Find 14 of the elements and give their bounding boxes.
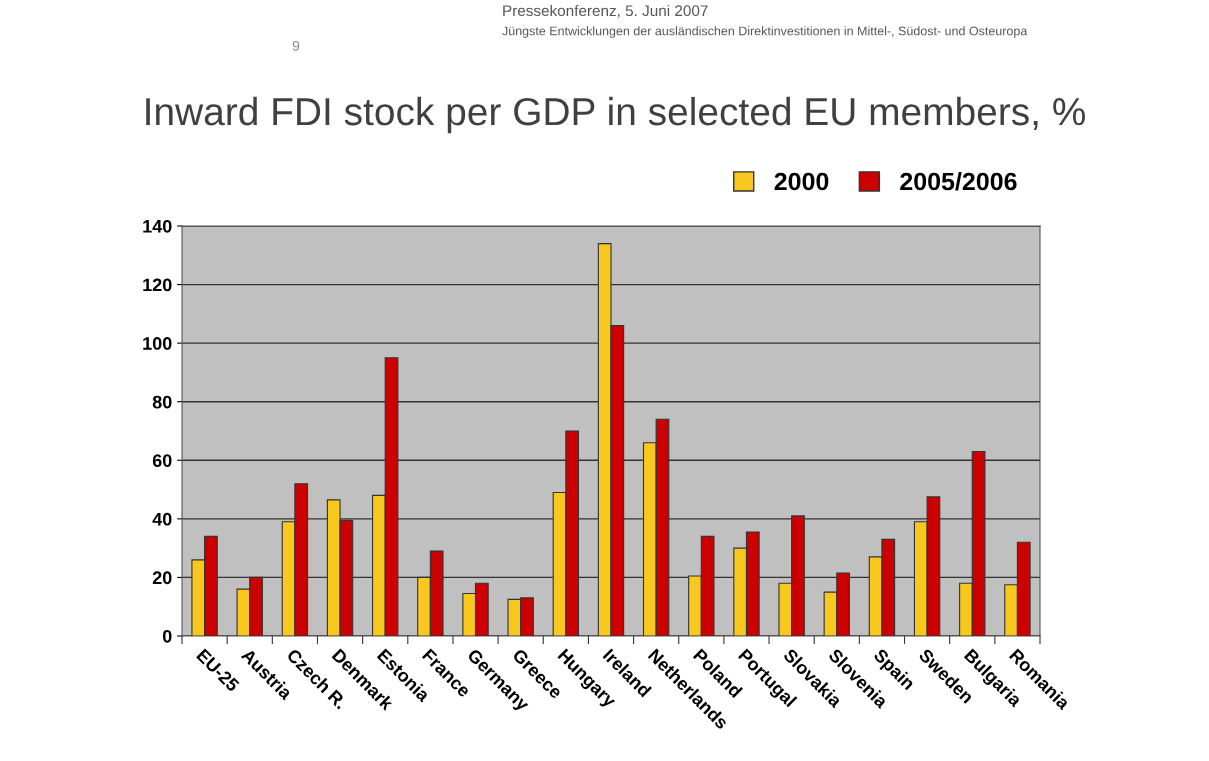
y-tick-label: 60 bbox=[152, 454, 172, 468]
y-tick-label: 0 bbox=[162, 629, 172, 643]
text: 9 bbox=[292, 40, 300, 51]
y-tick-label: 40 bbox=[152, 512, 172, 526]
y-tick-label: 120 bbox=[143, 278, 172, 292]
legend-label: 2005/2006 bbox=[900, 172, 1017, 191]
y-tick-label: 20 bbox=[152, 571, 172, 585]
legend-label: 2000 bbox=[774, 172, 829, 191]
text: Pressekonferenz, 5. Juni 2007 bbox=[503, 4, 708, 18]
chart-title: Inward FDI stock per GDP in selected EU members, % bbox=[146, 96, 1086, 134]
y-tick-label: 100 bbox=[143, 337, 172, 350]
y-tick-label: 80 bbox=[152, 395, 172, 409]
y-tick-label: 140 bbox=[143, 219, 172, 233]
text: Jüngste Entwicklungen der ausländischen Direktinvestitionen in Mittel-, Südost- und Osteuropa bbox=[502, 26, 1028, 38]
